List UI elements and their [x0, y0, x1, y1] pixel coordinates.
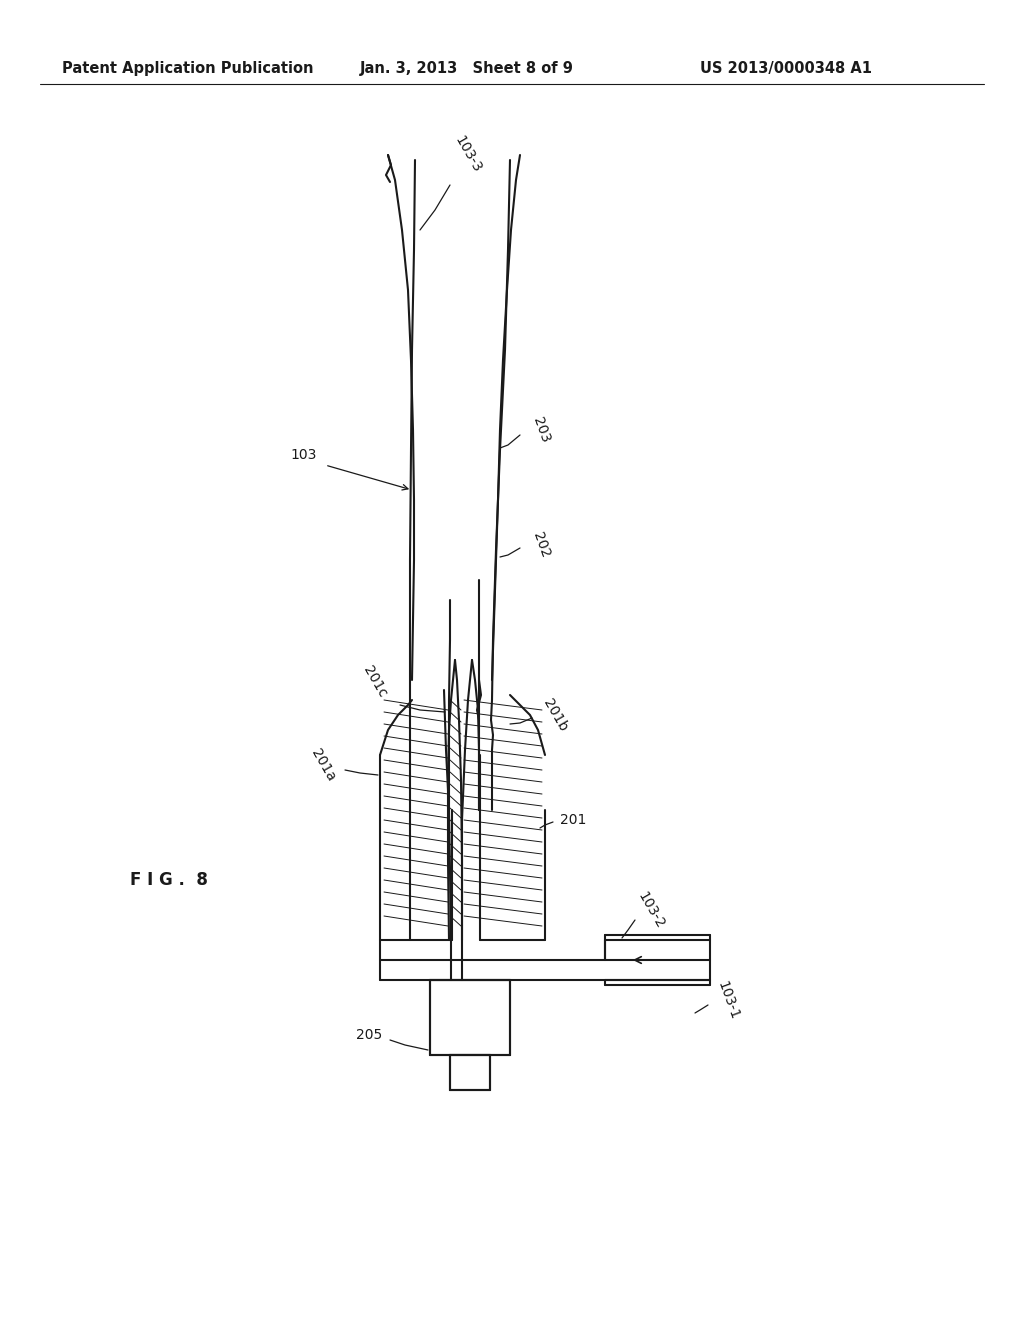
Text: 103-2: 103-2 [635, 890, 667, 931]
Text: US 2013/0000348 A1: US 2013/0000348 A1 [700, 61, 872, 75]
Text: Jan. 3, 2013   Sheet 8 of 9: Jan. 3, 2013 Sheet 8 of 9 [360, 61, 573, 75]
Text: 203: 203 [530, 416, 552, 445]
Text: 201b: 201b [540, 696, 569, 734]
Text: 201c: 201c [360, 664, 390, 700]
Text: F I G .  8: F I G . 8 [130, 871, 208, 888]
Polygon shape [430, 979, 510, 1055]
Text: 103: 103 [290, 447, 316, 462]
Text: 201: 201 [560, 813, 587, 828]
Text: 103-1: 103-1 [715, 978, 741, 1022]
Text: Patent Application Publication: Patent Application Publication [62, 61, 313, 75]
Text: 205: 205 [355, 1028, 382, 1041]
Polygon shape [450, 1055, 490, 1090]
Text: 103-3: 103-3 [452, 133, 484, 176]
Text: 202: 202 [530, 531, 552, 560]
Text: 201a: 201a [308, 746, 338, 784]
